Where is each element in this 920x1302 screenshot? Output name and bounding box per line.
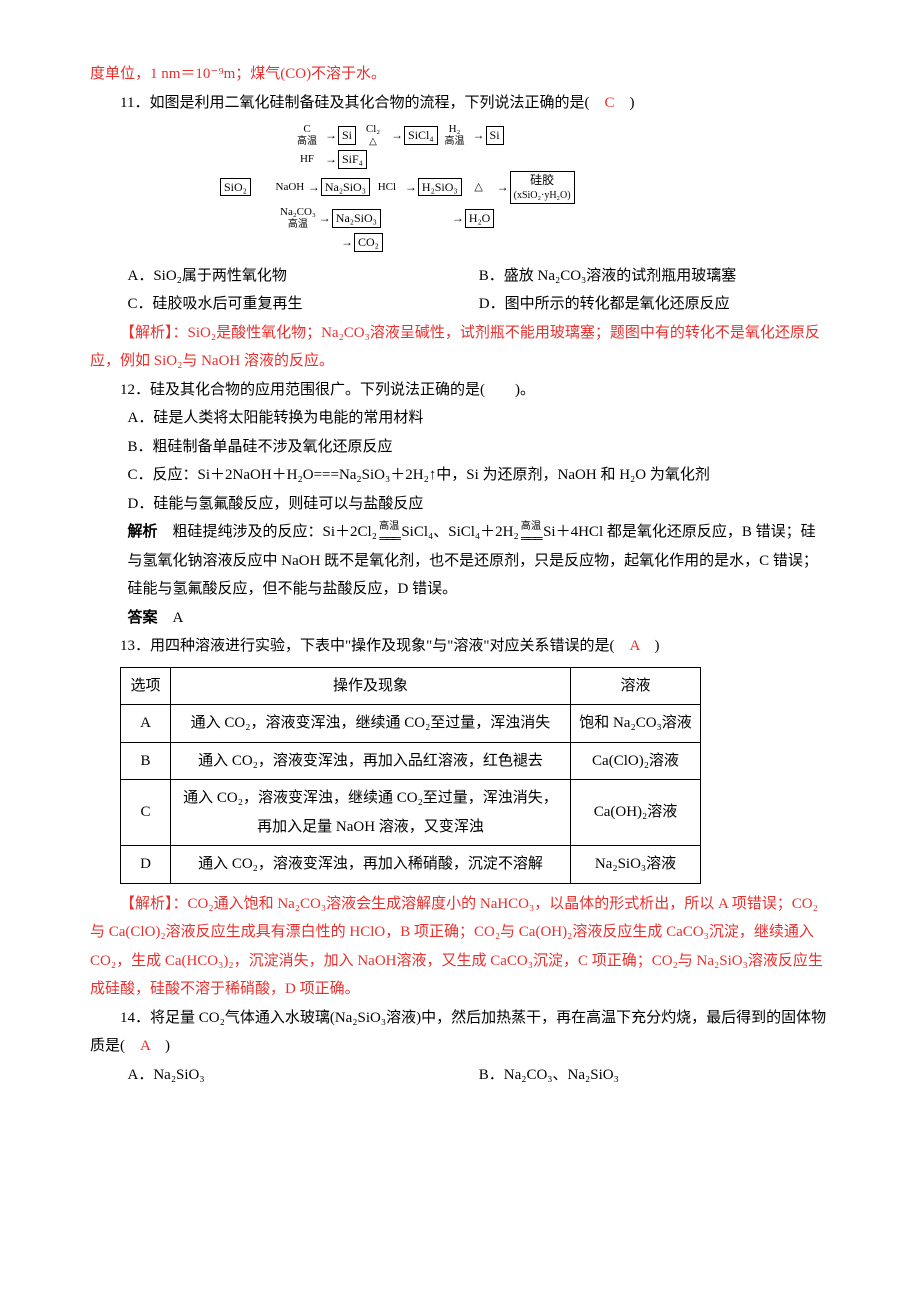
q12-expl-label: 解析 [128, 524, 158, 540]
q12-answer-line: 答案 A [90, 604, 830, 633]
q13-table: 选项 操作及现象 溶液 A 通入 CO₂，溶液变浑浊，继续通 CO₂至过量，浑浊… [120, 667, 701, 884]
th-option: 选项 [121, 667, 171, 705]
pre-q11-fragment: 度单位，1 nm＝10⁻⁹m；煤气(CO)不溶于水。 [90, 60, 830, 89]
table-row: C 通入 CO₂，溶液变浑浊，继续通 CO₂至过量，浑浊消失，再加入足量 NaO… [121, 780, 701, 846]
q14-answer: A [140, 1038, 150, 1054]
q12-optC: C．反应：Si＋2NaOH＋H₂O===Na₂SiO₃＋2H₂↑中，Si 为还原… [90, 461, 830, 490]
q11-stem-b: ) [614, 95, 634, 111]
q11-optA: A．SiO₂属于两性氧化物 [128, 262, 479, 291]
q11-answer: C [604, 95, 614, 111]
q12-answer: A [173, 610, 184, 626]
q12-optA: A．硅是人类将太阳能转换为电能的常用材料 [90, 404, 830, 433]
q11-stem: 11．如图是利用二氧化硅制备硅及其化合物的流程，下列说法正确的是( C ) [90, 89, 830, 118]
q13-stem: 13．用四种溶液进行实验，下表中"操作及现象"与"溶液"对应关系错误的是( A … [90, 632, 830, 661]
q14-stem-b: ) [150, 1038, 170, 1054]
q14-options: A．Na₂SiO₃ B．Na₂CO₃、Na₂SiO₃ [90, 1061, 830, 1090]
th-solution: 溶液 [571, 667, 701, 705]
q12-optD: D．硅能与氢氟酸反应，则硅可以与盐酸反应 [90, 490, 830, 519]
q11-optC: C．硅胶吸水后可重复再生 [128, 290, 479, 319]
th-phenomenon: 操作及现象 [171, 667, 571, 705]
table-row: D 通入 CO₂，溶液变浑浊，再加入稀硝酸，沉淀不溶解 Na₂SiO₃溶液 [121, 846, 701, 884]
q13-explanation: 【解析】：CO₂通入饱和 Na₂CO₃溶液会生成溶解度小的 NaHCO₃，以晶体… [90, 890, 830, 1004]
q14-stem: 14．将足量 CO₂气体通入水玻璃(Na₂SiO₃溶液)中，然后加热蒸干，再在高… [90, 1004, 830, 1061]
q11-optB: B．盛放 Na₂CO₃溶液的试剂瓶用玻璃塞 [479, 262, 830, 291]
q11-flowchart: C高温 → Si Cl₂△ → SiCl₄ H₂高温 → Si HF → SiF… [220, 123, 700, 252]
q14-optB: B．Na₂CO₃、Na₂SiO₃ [479, 1061, 830, 1090]
q13-answer: A [630, 638, 640, 654]
q12-ans-label: 答案 [128, 610, 158, 626]
q12-stem: 12．硅及其化合物的应用范围很广。下列说法正确的是( )。 [90, 376, 830, 405]
table-row: B 通入 CO₂，溶液变浑浊，再加入品红溶液，红色褪去 Ca(ClO)₂溶液 [121, 742, 701, 780]
q13-stem-a: 13．用四种溶液进行实验，下表中"操作及现象"与"溶液"对应关系错误的是( [120, 638, 630, 654]
q12-optB: B．粗硅制备单晶硅不涉及氧化还原反应 [90, 433, 830, 462]
q13-stem-b: ) [640, 638, 660, 654]
q11-explanation: 【解析】：SiO₂是酸性氧化物；Na₂CO₃溶液呈碱性，试剂瓶不能用玻璃塞；题图… [90, 319, 830, 376]
q14-optA: A．Na₂SiO₃ [128, 1061, 479, 1090]
table-row: A 通入 CO₂，溶液变浑浊，继续通 CO₂至过量，浑浊消失 饱和 Na₂CO₃… [121, 705, 701, 743]
q11-options: A．SiO₂属于两性氧化物 B．盛放 Na₂CO₃溶液的试剂瓶用玻璃塞 C．硅胶… [90, 262, 830, 319]
q13-table-body: A 通入 CO₂，溶液变浑浊，继续通 CO₂至过量，浑浊消失 饱和 Na₂CO₃… [121, 705, 701, 884]
table-head-row: 选项 操作及现象 溶液 [121, 667, 701, 705]
q12-explanation: 解析 粗硅提纯涉及的反应：Si＋2Cl₂高温═══SiCl₄、SiCl₄＋2H₂… [90, 518, 830, 604]
q11-stem-a: 11．如图是利用二氧化硅制备硅及其化合物的流程，下列说法正确的是( [120, 95, 604, 111]
q11-optD: D．图中所示的转化都是氧化还原反应 [479, 290, 830, 319]
q14-stem-a: 14．将足量 CO₂气体通入水玻璃(Na₂SiO₃溶液)中，然后加热蒸干，再在高… [90, 1010, 826, 1055]
